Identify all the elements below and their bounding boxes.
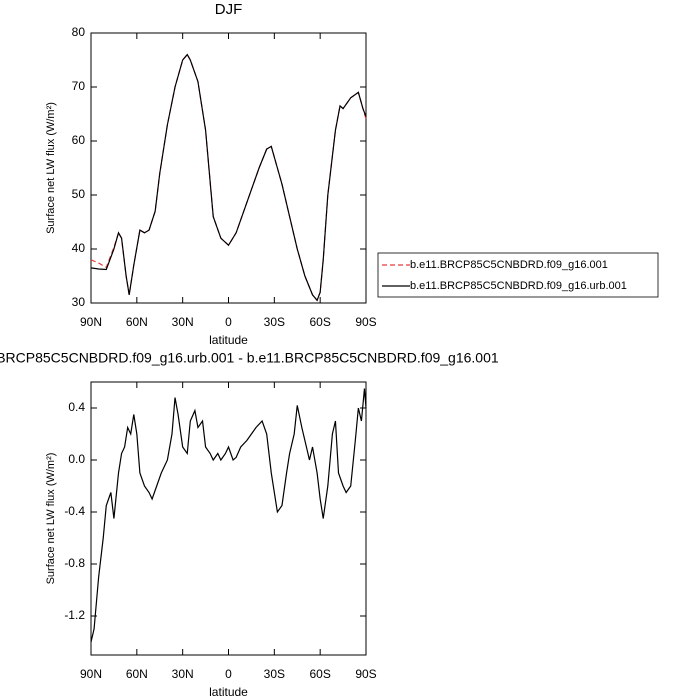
data-line — [90, 53, 367, 302]
y-tick-label: -1.2 — [64, 608, 85, 622]
x-tick-label: 90N — [80, 315, 102, 329]
y-axis-label: Surface net LW flux (W/m²) — [45, 453, 57, 585]
y-tick-label: 40 — [72, 241, 86, 255]
y-tick-label: 60 — [72, 133, 86, 147]
x-tick-label: 30N — [172, 667, 194, 681]
x-tick-label: 90S — [355, 315, 376, 329]
y-tick-label: 70 — [72, 79, 86, 93]
data-line — [90, 388, 367, 643]
y-tick-label: -0.8 — [64, 556, 85, 570]
x-axis-label: latitude — [209, 685, 248, 699]
data-line — [90, 53, 367, 302]
legend-label: b.e11.BRCP85C5CNBDRD.f09_g16.urb.001 — [410, 280, 627, 292]
legend-box — [377, 252, 659, 298]
x-tick-label: 90N — [80, 667, 102, 681]
x-tick-label: 0 — [225, 667, 232, 681]
x-tick-label: 30S — [264, 667, 285, 681]
y-tick-label: -0.4 — [64, 504, 85, 518]
x-tick-label: 0 — [225, 315, 232, 329]
chart-title: DJF — [215, 1, 243, 18]
y-tick-label: 80 — [72, 25, 86, 39]
x-tick-label: 30S — [264, 315, 285, 329]
y-tick-label: 0.0 — [68, 452, 85, 466]
chart-title: b.e11.BRCP85C5CNBDRD.f09_g16.urb.001 - b… — [0, 350, 499, 366]
x-tick-label: 60S — [309, 315, 330, 329]
legend-label: b.e11.BRCP85C5CNBDRD.f09_g16.001 — [410, 259, 608, 271]
plot-frame — [90, 32, 367, 304]
y-tick-label: 0.4 — [68, 400, 85, 414]
x-tick-label: 90S — [355, 667, 376, 681]
x-tick-label: 60N — [126, 315, 148, 329]
y-tick-label: 50 — [72, 187, 86, 201]
x-tick-label: 60N — [126, 667, 148, 681]
y-axis-label: Surface net LW flux (W/m²) — [45, 102, 57, 234]
y-tick-label: 30 — [72, 295, 86, 309]
x-tick-label: 30N — [172, 315, 194, 329]
x-axis-label: latitude — [209, 333, 248, 347]
x-tick-label: 60S — [309, 667, 330, 681]
